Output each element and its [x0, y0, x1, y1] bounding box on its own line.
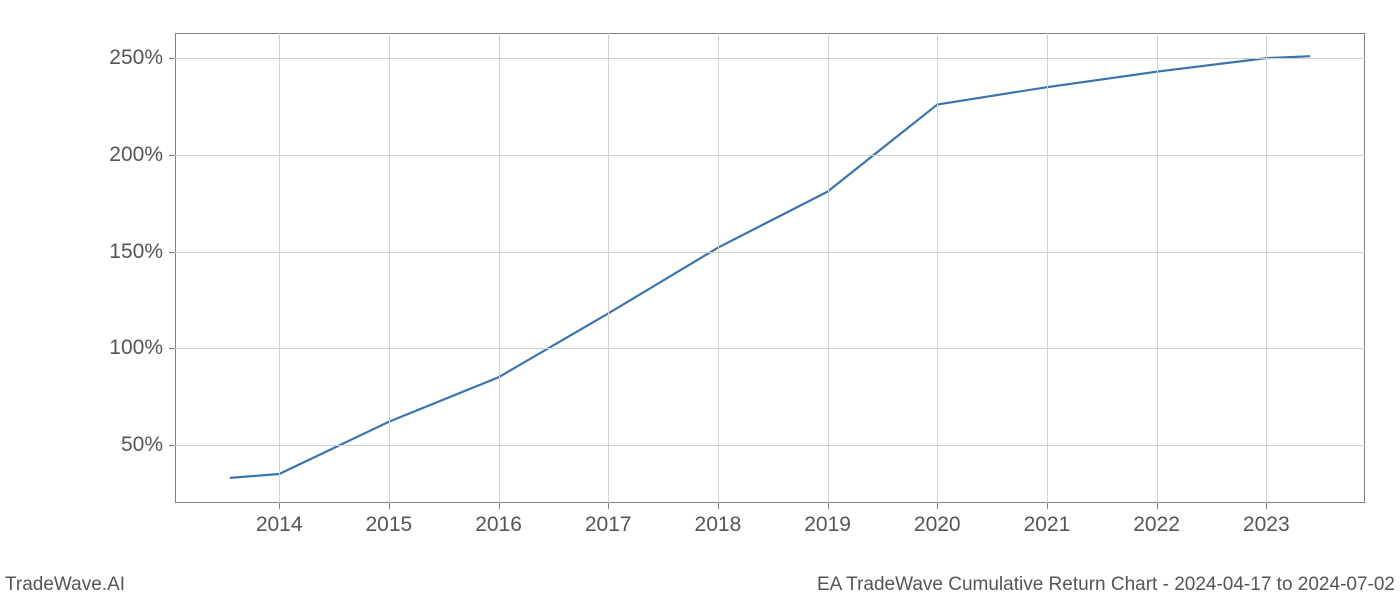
spine-left [175, 33, 176, 503]
tick-y [169, 252, 175, 253]
grid-line-v [499, 33, 500, 503]
line-series [175, 33, 1365, 503]
plot-area [175, 33, 1365, 503]
tick-x [1266, 503, 1267, 509]
x-tick-label: 2018 [695, 513, 742, 537]
spine-right [1364, 33, 1365, 503]
grid-line-v [718, 33, 719, 503]
y-tick-label: 250% [109, 46, 163, 70]
tick-x [1157, 503, 1158, 509]
tick-x [279, 503, 280, 509]
cumulative-return-line [230, 56, 1310, 478]
x-tick-label: 2019 [804, 513, 851, 537]
x-tick-label: 2015 [366, 513, 413, 537]
grid-line-v [1157, 33, 1158, 503]
grid-line-h [175, 58, 1365, 59]
tick-y [169, 58, 175, 59]
grid-line-h [175, 155, 1365, 156]
tick-y [169, 445, 175, 446]
grid-line-v [937, 33, 938, 503]
tick-x [389, 503, 390, 509]
grid-line-v [279, 33, 280, 503]
grid-line-v [1266, 33, 1267, 503]
x-tick-label: 2014 [256, 513, 303, 537]
y-tick-label: 50% [121, 433, 163, 457]
footer-left: TradeWave.AI [5, 574, 125, 596]
tick-x [499, 503, 500, 509]
tick-x [608, 503, 609, 509]
y-tick-label: 150% [109, 240, 163, 264]
grid-line-v [389, 33, 390, 503]
x-tick-label: 2023 [1243, 513, 1290, 537]
tick-y [169, 348, 175, 349]
tick-x [828, 503, 829, 509]
x-tick-label: 2017 [585, 513, 632, 537]
tick-x [1047, 503, 1048, 509]
grid-line-v [608, 33, 609, 503]
spine-top [175, 33, 1365, 34]
tick-x [937, 503, 938, 509]
y-tick-label: 200% [109, 143, 163, 167]
grid-line-h [175, 445, 1365, 446]
footer-right: EA TradeWave Cumulative Return Chart - 2… [817, 574, 1395, 596]
x-tick-label: 2022 [1133, 513, 1180, 537]
spine-bottom [175, 502, 1365, 503]
x-tick-label: 2020 [914, 513, 961, 537]
tick-x [718, 503, 719, 509]
tick-y [169, 155, 175, 156]
grid-line-h [175, 252, 1365, 253]
grid-line-h [175, 348, 1365, 349]
x-tick-label: 2016 [475, 513, 522, 537]
chart-container: TradeWave.AI EA TradeWave Cumulative Ret… [0, 0, 1400, 600]
grid-line-v [1047, 33, 1048, 503]
x-tick-label: 2021 [1024, 513, 1071, 537]
y-tick-label: 100% [109, 336, 163, 360]
grid-line-v [828, 33, 829, 503]
